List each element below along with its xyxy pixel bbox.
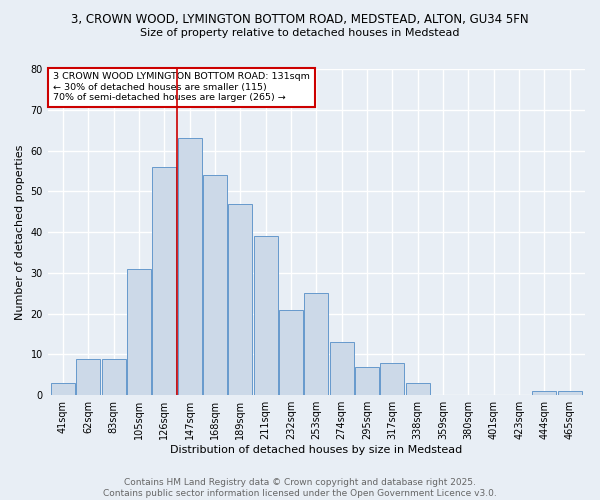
- Bar: [76, 358, 100, 395]
- Bar: [406, 383, 430, 395]
- Bar: [304, 294, 328, 395]
- Bar: [558, 391, 582, 395]
- Bar: [51, 383, 75, 395]
- Bar: [254, 236, 278, 395]
- Y-axis label: Number of detached properties: Number of detached properties: [15, 144, 25, 320]
- Bar: [203, 175, 227, 395]
- Text: 3 CROWN WOOD LYMINGTON BOTTOM ROAD: 131sqm
← 30% of detached houses are smaller : 3 CROWN WOOD LYMINGTON BOTTOM ROAD: 131s…: [53, 72, 310, 102]
- X-axis label: Distribution of detached houses by size in Medstead: Distribution of detached houses by size …: [170, 445, 463, 455]
- Bar: [229, 204, 253, 395]
- Bar: [101, 358, 126, 395]
- Text: 3, CROWN WOOD, LYMINGTON BOTTOM ROAD, MEDSTEAD, ALTON, GU34 5FN: 3, CROWN WOOD, LYMINGTON BOTTOM ROAD, ME…: [71, 12, 529, 26]
- Bar: [532, 391, 556, 395]
- Bar: [127, 269, 151, 395]
- Bar: [355, 366, 379, 395]
- Text: Contains HM Land Registry data © Crown copyright and database right 2025.
Contai: Contains HM Land Registry data © Crown c…: [103, 478, 497, 498]
- Bar: [380, 362, 404, 395]
- Bar: [329, 342, 354, 395]
- Bar: [152, 167, 176, 395]
- Bar: [279, 310, 303, 395]
- Bar: [178, 138, 202, 395]
- Text: Size of property relative to detached houses in Medstead: Size of property relative to detached ho…: [140, 28, 460, 38]
